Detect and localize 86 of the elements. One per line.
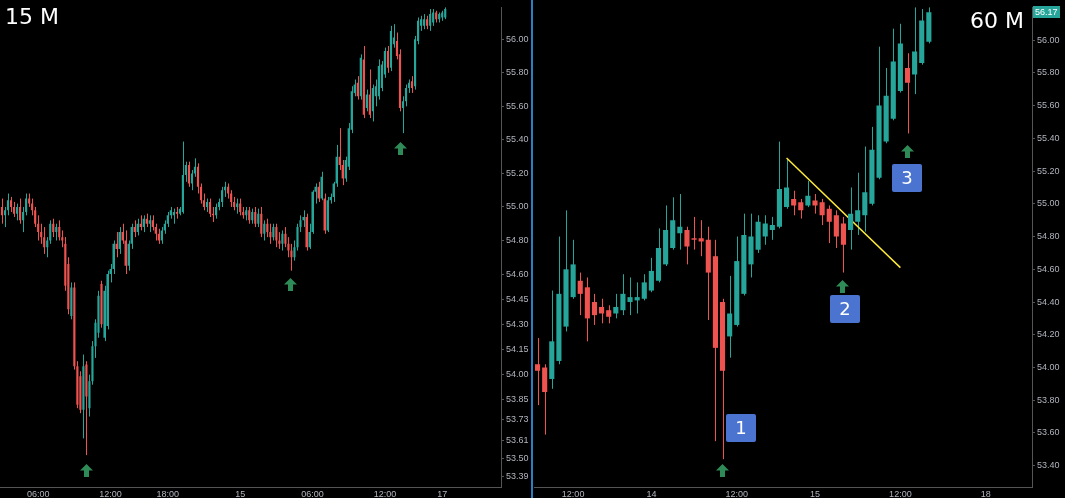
candlestick: [805, 180, 811, 208]
x-tick-label: 06:00: [301, 488, 324, 498]
candlestick: [812, 193, 818, 215]
candlestick: [727, 275, 733, 359]
candlestick: [606, 304, 612, 324]
y-tick-label: 54.45: [506, 293, 529, 304]
candlestick: [577, 272, 583, 316]
x-tick-label: 17: [437, 488, 448, 498]
y-tick-label: 53.40: [1037, 460, 1060, 471]
y-tick-label: 53.73: [506, 414, 529, 425]
candlestick: [620, 273, 626, 316]
y-tick-label: 55.60: [506, 100, 529, 111]
annotation: 2: [830, 295, 860, 323]
candlestick: [118, 226, 121, 255]
y-tick-label: 53.80: [1037, 394, 1060, 405]
candlestick: [912, 6, 918, 95]
candlestick: [648, 257, 654, 293]
y-tick-label: 53.50: [506, 452, 529, 463]
candlestick: [221, 186, 224, 208]
candlestick: [840, 216, 847, 274]
y-tick-label: 54.60: [1037, 263, 1060, 274]
y-tick-label: 54.00: [506, 369, 529, 380]
candlestick: [317, 181, 320, 203]
candlestick: [904, 52, 911, 134]
y-tick-label: 54.00: [1037, 361, 1060, 372]
y-tick-label: 53.85: [506, 394, 529, 405]
candlestick: [784, 159, 790, 210]
y-tick-label: 55.60: [1037, 100, 1060, 111]
candlestick: [641, 273, 647, 301]
candlestick: [848, 186, 854, 251]
candlestick: [798, 198, 804, 220]
annotation: 3: [892, 164, 922, 192]
y-tick-label: 54.30: [506, 318, 529, 329]
y-tick-label: 55.20: [1037, 165, 1060, 176]
x-tick-label: 12:00: [725, 488, 749, 498]
candlestick: [769, 216, 775, 241]
candlestick: [260, 206, 263, 238]
candlestick: [826, 204, 832, 244]
y-tick-label: 55.00: [1037, 198, 1060, 209]
candlestick: [627, 276, 633, 316]
candlestick: [819, 198, 825, 226]
y-tick-label: 54.15: [506, 343, 529, 354]
chart-title: 15 M: [5, 4, 59, 29]
y-tick-label: 56.00: [506, 33, 529, 44]
candlestick: [833, 209, 839, 249]
x-tick-label: 18:00: [156, 488, 180, 498]
candlestick: [762, 214, 768, 246]
y-tick-label: 55.20: [506, 167, 529, 178]
candlestick: [684, 226, 690, 265]
candlestick: [365, 89, 368, 112]
y-tick-label: 54.60: [506, 268, 529, 279]
y-tick-label: 55.00: [506, 201, 529, 212]
y-tick-label: 54.80: [1037, 231, 1060, 242]
candlestick: [591, 293, 598, 326]
y-tick-label: 53.60: [1037, 427, 1060, 438]
candlestick: [855, 172, 861, 236]
y-tick-label: 55.80: [1037, 67, 1060, 78]
y-tick-label: 54.80: [506, 234, 529, 245]
x-tick-label: 14: [646, 488, 657, 498]
x-tick-label: 15: [810, 488, 821, 498]
x-tick-label: 15: [235, 488, 246, 498]
y-tick-label: 55.40: [1037, 132, 1060, 143]
y-tick-label: 55.40: [506, 134, 529, 145]
candlestick: [368, 68, 371, 119]
x-tick-label: 12:00: [99, 488, 122, 498]
x-tick-label: 12:00: [889, 488, 912, 498]
x-tick-label: 12:00: [561, 488, 585, 498]
candlestick: [43, 226, 46, 255]
y-tick-label: 54.40: [1037, 296, 1060, 307]
annotation: 1: [726, 414, 756, 442]
y-tick-label: 54.20: [1037, 329, 1060, 340]
y-tick-label: 56.00: [1037, 34, 1060, 45]
candlestick: [862, 146, 868, 233]
x-tick-label: 18: [980, 488, 991, 498]
candlestick: [691, 216, 697, 251]
annotation: 56.17: [1033, 6, 1060, 19]
candlestick: [190, 169, 194, 191]
y-tick-label: 53.61: [506, 434, 529, 445]
y-tick-label: 53.39: [506, 471, 529, 482]
y-tick-label: 55.80: [506, 67, 529, 78]
candlestick: [535, 337, 541, 406]
candlestick: [187, 161, 191, 188]
x-tick-label: 12:00: [373, 488, 397, 498]
candlestick: [386, 45, 390, 74]
chart-title: 60 M: [970, 8, 1024, 33]
x-tick-label: 06:00: [26, 488, 50, 498]
